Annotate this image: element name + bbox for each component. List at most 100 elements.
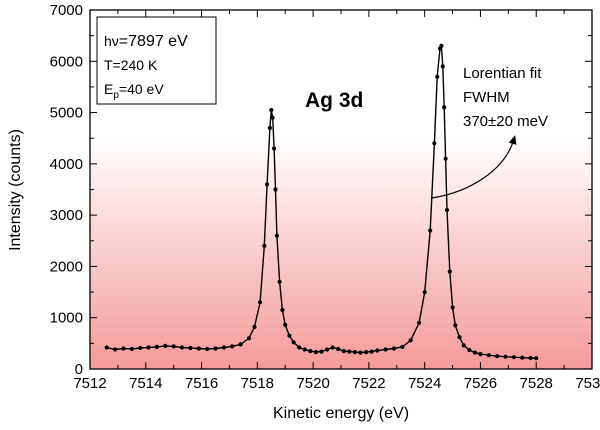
y-tick-label: 1000: [50, 310, 83, 327]
x-tick-label: 7514: [129, 375, 162, 392]
data-point: [447, 269, 452, 274]
data-point: [444, 207, 450, 213]
data-point: [265, 182, 270, 187]
axis-ticks: [89, 9, 593, 370]
data-point: [313, 350, 318, 355]
data-point: [391, 346, 397, 351]
data-point: [467, 347, 472, 353]
y-tick-label: 7000: [50, 2, 83, 19]
data-point: [270, 115, 275, 120]
data-point: [478, 352, 483, 357]
data-point: [383, 347, 388, 352]
data-point: [104, 345, 109, 350]
data-point: [273, 187, 278, 192]
data-point: [291, 340, 296, 345]
data-point: [520, 355, 525, 360]
y-tick-label: 6000: [50, 53, 83, 70]
data-point: [511, 355, 516, 360]
data-point: [495, 354, 500, 359]
data-point: [274, 233, 279, 238]
data-point: [358, 350, 363, 355]
data-point: [146, 345, 151, 350]
data-point: [113, 347, 118, 352]
data-point: [138, 345, 143, 351]
y-tick-label: 2000: [50, 258, 83, 275]
data-point: [528, 355, 533, 361]
data-point: [325, 347, 330, 352]
data-point: [364, 350, 369, 355]
x-tick-label: 7526: [464, 375, 497, 392]
x-tick-label: 7520: [296, 375, 329, 392]
spectrum-data-points: [104, 43, 539, 361]
data-point: [435, 74, 440, 79]
data-point: [277, 279, 282, 284]
plot-frame: [89, 9, 593, 370]
data-point: [121, 346, 126, 351]
data-point: [171, 344, 176, 349]
data-point: [302, 347, 307, 352]
data-point: [163, 343, 168, 348]
data-point: [336, 346, 341, 352]
x-tick-label: 7522: [352, 375, 385, 392]
data-point: [179, 345, 185, 350]
data-point: [269, 107, 274, 113]
parameter-box-border: [96, 16, 217, 105]
temperature-label: T=240 K: [104, 57, 158, 73]
data-point: [283, 322, 288, 327]
y-tick-label: 5000: [50, 105, 83, 122]
data-point: [258, 300, 263, 305]
data-point: [417, 320, 422, 325]
data-point: [341, 349, 346, 354]
x-tick-label: 7528: [520, 375, 553, 392]
data-point: [319, 349, 324, 354]
y-tick-label: 4000: [50, 156, 83, 173]
data-point: [453, 323, 458, 328]
data-point: [188, 345, 193, 351]
data-point: [486, 353, 491, 358]
data-point: [330, 345, 335, 350]
data-point: [252, 324, 257, 329]
fit-annotation-line-3: 370±20 meV: [463, 113, 548, 130]
data-point: [205, 346, 210, 352]
x-tick-label: 7512: [73, 375, 106, 392]
data-point: [440, 64, 445, 69]
data-point: [443, 156, 448, 161]
data-point: [534, 356, 539, 361]
data-point: [375, 348, 380, 353]
data-point: [246, 336, 252, 341]
data-point: [154, 344, 159, 349]
data-point: [422, 290, 427, 295]
data-point: [461, 343, 466, 348]
pass-energy-label: Ep=40 eV: [104, 81, 164, 101]
parameter-box: hν=7897 eV T=240 K Ep=40 eV: [96, 16, 217, 105]
data-point: [352, 350, 357, 355]
x-tick-label: 7516: [185, 375, 218, 392]
data-point: [262, 243, 267, 248]
data-point: [267, 125, 272, 131]
data-point: [408, 338, 413, 343]
peak-label-ag3d: Ag 3d: [305, 89, 363, 112]
data-point: [369, 349, 374, 354]
data-point: [428, 228, 433, 233]
data-point: [272, 146, 277, 151]
data-point: [400, 344, 405, 349]
data-point: [503, 354, 508, 359]
data-point: [238, 342, 243, 347]
photon-energy-label: hν=7897 eV: [104, 33, 188, 50]
data-point: [472, 350, 477, 355]
y-axis-title: Intensity (counts): [7, 129, 24, 251]
data-point: [432, 141, 437, 146]
data-point: [308, 349, 313, 354]
data-point: [213, 346, 218, 351]
data-point: [297, 345, 302, 350]
data-point: [450, 305, 455, 310]
data-point: [230, 344, 235, 349]
data-point: [280, 307, 285, 313]
data-point: [442, 105, 447, 110]
data-point: [287, 333, 292, 338]
x-axis-title: Kinetic energy (eV): [273, 405, 409, 422]
data-point: [457, 335, 462, 340]
